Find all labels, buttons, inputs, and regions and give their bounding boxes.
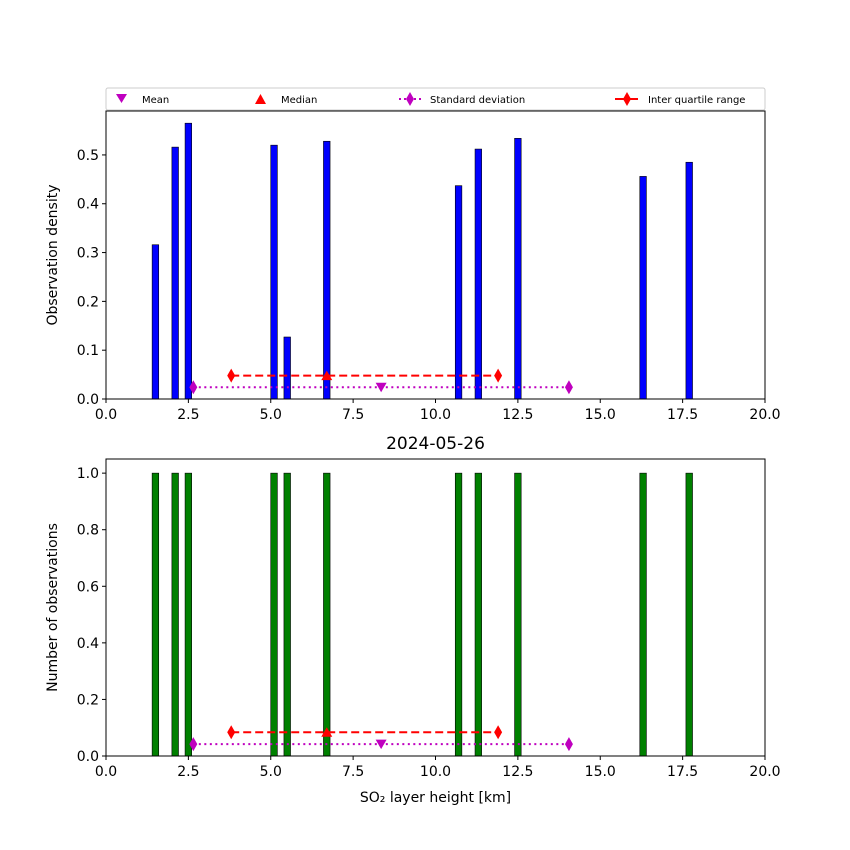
bar [151,472,160,757]
y-tick-label: 0.4 [77,636,99,652]
mean-marker [375,739,387,750]
bar [323,472,331,757]
x-tick-label: 2.5 [177,407,199,423]
legend-label-median: Median [281,95,317,106]
x-tick-label: 20.0 [749,407,780,423]
bar [474,148,482,400]
std-high-marker [564,737,573,752]
bar [171,146,179,400]
x-tick-label: 15.0 [585,764,616,780]
std-low-marker [189,380,198,395]
y-tick-label: 0.4 [77,197,99,213]
x-tick-label: 10.0 [420,407,451,423]
bar [514,138,522,400]
median-marker [321,727,333,737]
iqr-low-marker [227,725,236,740]
count-stats [189,725,573,752]
x-tick-label: 5.0 [260,407,282,423]
count-y-ticks: 0.0 0.2 0.4 0.6 0.8 1.0 [77,466,106,765]
legend-label-std: Standard deviation [430,95,525,106]
bar [283,472,291,757]
y-tick-label: 0.5 [77,148,99,164]
bar [514,472,522,757]
density-axes-frame [105,110,766,400]
legend-frame [105,87,766,111]
bar [270,472,278,757]
legend-entry-median: Median [255,94,317,106]
x-tick-label: 12.5 [502,407,533,423]
x-tick-label: 5.0 [260,764,282,780]
y-tick-label: 0.8 [77,523,99,539]
y-tick-label: 0.2 [77,294,99,310]
y-tick-label: 0.0 [77,392,99,408]
x-tick-label: 7.5 [342,764,364,780]
legend-label-mean: Mean [142,95,169,106]
x-tick-label: 12.5 [502,764,533,780]
count-title: 2024-05-26 [386,434,485,454]
bar [184,122,192,400]
count-bars [151,472,693,757]
bar [639,472,647,757]
x-tick-label: 17.5 [667,407,698,423]
bar [171,472,179,757]
density-stats [189,368,573,395]
iqr-marker-icon [623,92,631,106]
legend-entry-mean: Mean [116,94,169,106]
y-tick-label: 1.0 [77,466,99,482]
x-tick-label: 20.0 [749,764,780,780]
count-panel: 2024-05-26 0.0 0.2 0.4 0.6 0.8 1.0 0.0 2.5 5.0 7… [45,434,781,806]
count-x-ticks: 0.0 2.5 5.0 7.5 10.0 12.5 15.0 17.5 20.0 [95,756,781,780]
std-low-marker [189,737,198,752]
count-x-label: SO₂ layer height [km] [360,790,511,806]
median-marker-icon [255,94,266,104]
x-tick-label: 15.0 [585,407,616,423]
legend-label-iqr: Inter quartile range [648,95,745,106]
legend-entry-iqr: Inter quartile range [615,92,745,106]
bar [323,140,331,400]
count-axes-frame [105,458,766,757]
iqr-low-marker [227,368,236,383]
std-high-marker [564,380,573,395]
x-tick-label: 0.0 [95,764,117,780]
x-tick-label: 10.0 [420,764,451,780]
density-panel: 0.0 0.1 0.2 0.3 0.4 0.5 0.0 2.5 5.0 7.5 10.0 12.5 1… [45,110,781,423]
iqr-high-marker [494,368,503,383]
density-y-label: Observation density [45,184,61,325]
density-y-ticks: 0.0 0.1 0.2 0.3 0.4 0.5 [77,148,106,408]
y-tick-label: 0.1 [77,343,99,359]
bar [685,161,693,400]
y-tick-label: 0.0 [77,749,99,765]
std-marker-icon [406,92,414,106]
legend: Mean Median Standard deviation Inter qua… [105,87,766,111]
x-tick-label: 0.0 [95,407,117,423]
mean-marker [375,382,387,393]
bar [283,336,291,400]
bar [454,472,463,757]
x-tick-label: 7.5 [342,407,364,423]
y-tick-label: 0.3 [77,246,99,262]
y-tick-label: 0.6 [77,579,99,595]
bar [639,176,647,400]
bar [270,144,278,400]
x-tick-label: 2.5 [177,764,199,780]
bar [685,472,693,757]
legend-entry-std: Standard deviation [399,92,525,106]
iqr-high-marker [494,725,503,740]
bar [151,244,160,400]
count-y-label: Number of observations [45,523,61,692]
bar [474,472,482,757]
bar [184,472,192,757]
mean-marker-icon [116,94,127,103]
x-tick-label: 17.5 [667,764,698,780]
y-tick-label: 0.2 [77,692,99,708]
bar [454,185,463,400]
median-marker [321,370,333,381]
density-x-ticks: 0.0 2.5 5.0 7.5 10.0 12.5 15.0 17.5 20.0 [95,399,781,423]
